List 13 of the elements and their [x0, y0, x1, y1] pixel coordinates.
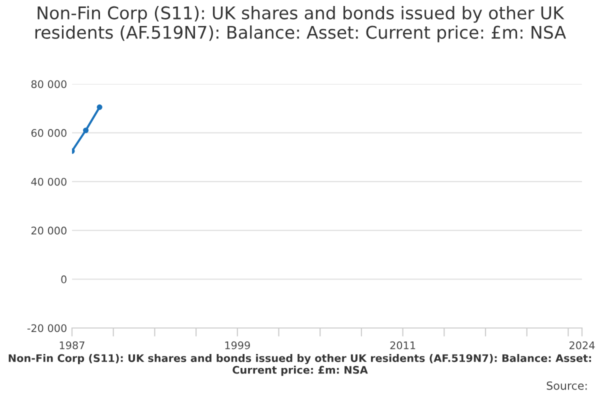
x-tick-label: 1999	[225, 341, 250, 350]
x-axis-title: Non-Fin Corp (S11): UK shares and bonds issued by other UK residents (AF.519N7): Balance: Asset: Current price: £m: NSA	[8, 354, 591, 376]
y-tick-label: 0	[61, 275, 66, 284]
y-tick-label: 60 000	[31, 129, 66, 137]
chart-title: Non-Fin Corp (S11): UK shares and bonds issued by other UK residents (AF.519N7): Balance: Asset: Current price: £m: NSA	[35, 6, 566, 42]
x-tick-label: 1987	[60, 341, 84, 350]
y-tick-label: 80 000	[31, 80, 66, 88]
x-tick-label: 2011	[390, 341, 416, 350]
source-note: Source:	[546, 381, 587, 390]
y-tick-label: -20 000	[27, 324, 66, 332]
y-tick-label: 40 000	[31, 178, 66, 186]
x-tick-label: 2024	[570, 341, 595, 350]
y-tick-label: 20 000	[31, 226, 66, 235]
